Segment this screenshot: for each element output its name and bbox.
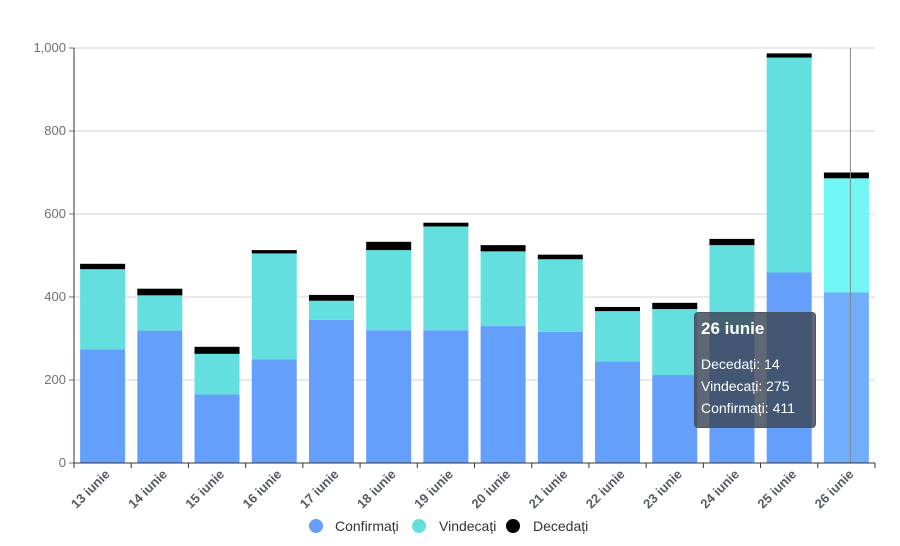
bar-recovered-13[interactable]: [766, 57, 812, 273]
bar-recovered-14[interactable]: [823, 178, 869, 293]
bar-confirmed-3[interactable]: [194, 394, 240, 463]
y-tick-label: 600: [44, 206, 66, 221]
bar-confirmed-10[interactable]: [595, 361, 641, 463]
bar-recovered-10[interactable]: [595, 311, 641, 362]
bar-deaths-1[interactable]: [80, 263, 126, 270]
bar-deaths-11[interactable]: [652, 302, 698, 310]
y-tick-label: 400: [44, 289, 66, 304]
bar-recovered-6[interactable]: [366, 250, 412, 331]
bar-confirmed-9[interactable]: [537, 331, 583, 463]
bar-recovered-4[interactable]: [251, 253, 297, 360]
x-tick-label: 25 iunie: [754, 467, 799, 512]
x-tick-label: 21 iunie: [526, 467, 571, 512]
bar-deaths-6[interactable]: [366, 241, 412, 251]
bar-confirmed-6[interactable]: [366, 330, 412, 463]
x-tick-label: 14 iunie: [125, 467, 170, 512]
legend-marker-confirmed[interactable]: [309, 519, 323, 533]
bar-deaths-12[interactable]: [709, 238, 755, 246]
bar-confirmed-14[interactable]: [823, 292, 869, 463]
x-tick-label: 20 iunie: [468, 467, 513, 512]
bar-deaths-4[interactable]: [251, 250, 297, 254]
y-tick-label: 800: [44, 123, 66, 138]
x-tick-label: 17 iunie: [297, 467, 342, 512]
legend-marker-deaths[interactable]: [506, 519, 520, 533]
bar-recovered-7[interactable]: [423, 226, 469, 331]
bar-deaths-9[interactable]: [537, 254, 583, 260]
bar-deaths-3[interactable]: [194, 346, 240, 354]
x-tick-label: 13 iunie: [68, 467, 113, 512]
tooltip-row-deaths: Decedați: 14: [701, 356, 780, 372]
bar-recovered-1[interactable]: [80, 269, 126, 350]
x-tick-label: 15 iunie: [182, 467, 227, 512]
bar-deaths-7[interactable]: [423, 222, 469, 227]
bar-deaths-2[interactable]: [137, 288, 183, 296]
x-tick-label: 16 iunie: [240, 467, 285, 512]
bar-confirmed-11[interactable]: [652, 375, 698, 463]
bar-deaths-10[interactable]: [595, 306, 641, 312]
bar-recovered-9[interactable]: [537, 259, 583, 332]
x-tick-label: 18 iunie: [354, 467, 399, 512]
bar-deaths-13[interactable]: [766, 53, 812, 58]
legend-marker-recovered[interactable]: [412, 519, 426, 533]
bar-confirmed-5[interactable]: [308, 319, 354, 463]
tooltip-title: 26 iunie: [701, 319, 765, 338]
bar-recovered-2[interactable]: [137, 295, 183, 331]
bar-confirmed-7[interactable]: [423, 330, 469, 463]
y-tick-label: 200: [44, 372, 66, 387]
bar-confirmed-4[interactable]: [251, 359, 297, 463]
bar-deaths-5[interactable]: [308, 294, 354, 301]
legend-label-confirmed[interactable]: Confirmați: [335, 518, 399, 534]
bar-confirmed-1[interactable]: [80, 349, 126, 463]
x-tick-label: 24 iunie: [697, 467, 742, 512]
tooltip-row-confirmed: Confirmați: 411: [701, 400, 795, 416]
x-tick-label: 22 iunie: [583, 467, 628, 512]
tooltip-row-recovered: Vindecați: 275: [701, 378, 790, 394]
bar-confirmed-8[interactable]: [480, 326, 526, 463]
bar-recovered-5[interactable]: [308, 300, 354, 320]
bar-deaths-8[interactable]: [480, 245, 526, 252]
tooltip: 26 iunie Decedați: 14 Vindecați: 275 Con…: [694, 312, 816, 428]
y-tick-label: 1,000: [33, 40, 66, 55]
x-tick-label: 26 iunie: [812, 467, 857, 512]
bar-deaths-14[interactable]: [823, 172, 869, 179]
legend-label-recovered[interactable]: Vindecați: [439, 518, 496, 534]
x-tick-label: 23 iunie: [640, 467, 685, 512]
bar-recovered-3[interactable]: [194, 353, 240, 395]
bar-recovered-11[interactable]: [652, 309, 698, 376]
bar-recovered-8[interactable]: [480, 251, 526, 327]
y-tick-label: 0: [59, 455, 66, 470]
bar-confirmed-2[interactable]: [137, 330, 183, 463]
x-tick-label: 19 iunie: [411, 467, 456, 512]
legend-label-deaths[interactable]: Decedați: [533, 518, 588, 534]
